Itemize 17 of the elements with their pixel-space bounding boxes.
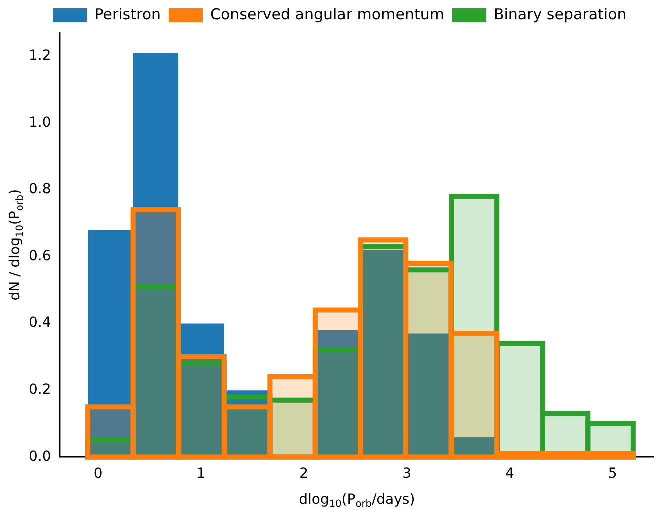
- y-tick-label: 0.2: [29, 382, 52, 398]
- y-tick-label: 1.0: [29, 114, 52, 131]
- x-tick-label: 2: [300, 466, 309, 482]
- x-tick-label: 4: [505, 466, 514, 482]
- legend-label: Peristron: [94, 5, 162, 24]
- legend-label: Conserved angular momentum: [210, 5, 444, 24]
- y-tick-label: 0.6: [29, 248, 52, 264]
- y-tick-label: 0.0: [29, 448, 52, 465]
- y-tick-label: 0.8: [29, 182, 52, 198]
- x-tick-label: 3: [402, 466, 412, 482]
- legend-label: Binary separation: [494, 5, 627, 24]
- y-tick-label: 0.4: [29, 315, 52, 332]
- y-axis-title: dN / dlog10(Porb): [8, 189, 26, 301]
- y-tick-label: 1.2: [29, 48, 52, 64]
- x-tick-label: 0: [94, 466, 103, 482]
- x-tick-label: 5: [608, 466, 618, 482]
- x-tick-label: 1: [196, 466, 206, 482]
